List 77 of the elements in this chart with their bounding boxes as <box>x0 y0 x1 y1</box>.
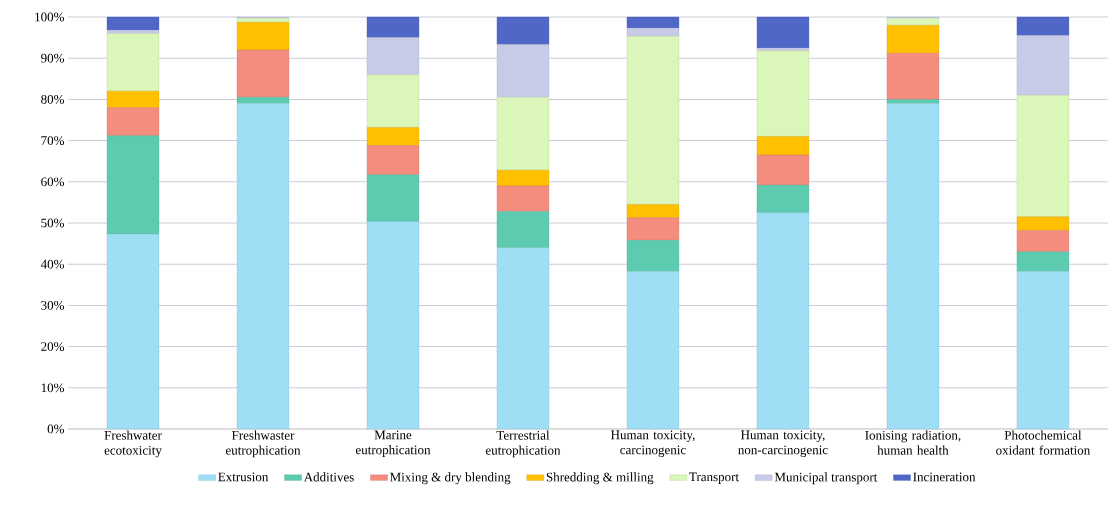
bar <box>1016 251 1070 272</box>
bar <box>106 107 160 136</box>
y-tick-label: 90% <box>41 53 65 63</box>
legend-label: Municipal transport <box>774 472 878 485</box>
y-tick-label: 20% <box>41 342 65 352</box>
x-tick-label: Human toxicity, non-carcinogenic <box>738 430 828 457</box>
bar <box>1016 95 1070 217</box>
bar <box>496 185 550 212</box>
legend-label: Mixing & dry blending <box>390 472 511 485</box>
bar <box>236 103 290 430</box>
y-tick-label: 30% <box>41 300 65 310</box>
bar <box>886 53 940 100</box>
y-tick-label: 60% <box>41 177 65 187</box>
bar <box>106 16 160 31</box>
bar <box>1016 230 1070 252</box>
y-tick-label: 50% <box>41 218 65 228</box>
bar <box>366 221 420 430</box>
y-tick-label: 0% <box>47 424 65 434</box>
legend-label: Extrusion <box>218 472 269 482</box>
bar <box>236 22 290 51</box>
y-tick-label: 10% <box>41 383 65 393</box>
bar <box>886 103 940 430</box>
legend-label: Additives <box>303 472 354 482</box>
y-tick-label: 40% <box>40 259 65 269</box>
bar <box>1016 271 1070 430</box>
bar <box>626 240 680 272</box>
bar <box>366 37 420 75</box>
legend-label: Transport <box>689 472 739 484</box>
bar <box>626 16 680 29</box>
bar <box>1016 35 1070 96</box>
x-tick-label: Freshwater ecotoxicity <box>104 430 162 458</box>
x-tick-label: Marine eutrophication <box>355 430 431 457</box>
bar <box>626 36 680 205</box>
bar <box>756 184 810 213</box>
bar <box>496 16 550 45</box>
bar <box>756 212 810 430</box>
legend-label: Incineration <box>913 472 976 482</box>
bar <box>756 136 810 156</box>
x-tick-label: Photochemical oxidant formation <box>996 430 1091 455</box>
bar <box>1016 216 1070 231</box>
bar <box>756 154 810 186</box>
bar <box>756 47 810 51</box>
bar <box>236 49 290 98</box>
bar <box>106 33 160 92</box>
bar <box>496 97 550 171</box>
bar <box>236 18 290 23</box>
bar <box>236 97 290 104</box>
bar <box>366 74 420 128</box>
bar <box>886 18 940 26</box>
x-tick-label: Ionising radiation, human health <box>865 430 961 455</box>
bar <box>626 27 680 37</box>
bar <box>106 233 160 430</box>
bar <box>626 217 680 241</box>
bar <box>626 271 680 430</box>
bar <box>626 204 680 218</box>
x-tick-label: Freshwaster eutrophication <box>225 430 301 458</box>
bar <box>756 50 810 137</box>
y-tick-label: 100% <box>35 12 65 22</box>
bar <box>106 91 160 108</box>
bar <box>366 16 420 38</box>
bar <box>756 16 810 49</box>
y-tick-label: 70% <box>41 136 65 146</box>
bar <box>496 170 550 187</box>
bar <box>366 174 420 222</box>
x-tick-label: Human toxicity, carcinogenic <box>610 430 695 457</box>
x-tick-label: Terrestrial eutrophication <box>485 430 561 458</box>
y-tick-label: 80% <box>41 94 65 104</box>
legend-label: Shredding & milling <box>546 472 654 485</box>
bar <box>496 247 550 430</box>
bar <box>496 44 550 98</box>
bar <box>886 25 940 54</box>
bar <box>366 127 420 146</box>
bar <box>366 145 420 175</box>
bar <box>1016 16 1070 36</box>
bar <box>106 135 160 235</box>
bar <box>496 211 550 248</box>
bar <box>886 99 940 104</box>
